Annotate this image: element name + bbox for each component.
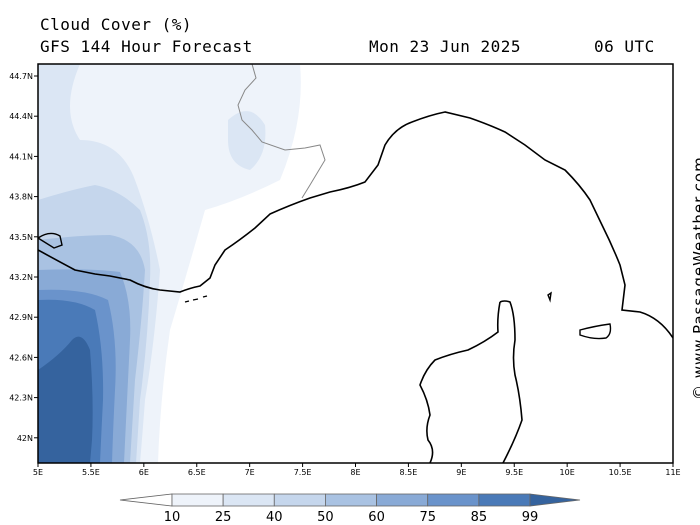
- lat-tick-label: 44.7N: [9, 72, 33, 81]
- colorbar-label: 75: [419, 510, 436, 525]
- cloud-level-25-north: [228, 111, 266, 170]
- hyeres-islands: [184, 295, 208, 303]
- lat-tick-label: 44.4N: [9, 112, 33, 121]
- lon-tick-label: 7.5E: [294, 468, 312, 477]
- colorbar-cell: [222, 493, 275, 507]
- lon-tick-label: 9E: [456, 468, 466, 477]
- colorbar-label: 99: [522, 510, 539, 525]
- cloud-level-99: [38, 336, 93, 463]
- lon-tick-label: 11E: [665, 468, 680, 477]
- lon-tick-label: 5E: [33, 468, 43, 477]
- colorbar-cell: [427, 493, 480, 507]
- lon-tick-label: 7E: [245, 468, 255, 477]
- lon-tick-label: 6.5E: [188, 468, 206, 477]
- latitude-axis: 44.7N 44.4N 44.1N 43.8N 43.5N 43.2N 42.9N 42.6N…: [9, 72, 38, 443]
- colorbar-label: 25: [215, 510, 232, 525]
- map-title: Cloud Cover (%): [40, 15, 192, 34]
- lon-tick-label: 6E: [139, 468, 149, 477]
- colorbar: 10 25 40 50 60 75 85 99: [119, 493, 581, 525]
- calanques-outline: [38, 232, 63, 249]
- lon-tick-label: 10.5E: [609, 468, 632, 477]
- colorbar-cell: [478, 493, 531, 507]
- colorbar-low-arrow: [119, 493, 173, 507]
- forecast-time: 06 UTC: [594, 37, 655, 56]
- corsica-coast: [419, 300, 523, 463]
- lat-tick-label: 42.9N: [9, 313, 33, 322]
- colorbar-label: 10: [164, 510, 181, 525]
- lat-tick-label: 43.2N: [9, 273, 33, 282]
- coastline-france-italy: [38, 111, 673, 339]
- colorbar-label: 85: [471, 510, 488, 525]
- france-italy-border: [237, 64, 326, 199]
- capraia-island: [547, 291, 552, 303]
- lat-tick-label: 42.3N: [9, 394, 33, 403]
- lon-tick-label: 10E: [560, 468, 575, 477]
- lat-tick-label: 44.1N: [9, 152, 33, 161]
- lon-tick-label: 5.5E: [82, 468, 100, 477]
- lon-tick-label: 9.5E: [505, 468, 523, 477]
- colorbar-cell: [171, 493, 224, 507]
- elba-island: [579, 323, 612, 340]
- cloud-cover-field: [38, 64, 673, 463]
- colorbar-cell: [273, 493, 326, 507]
- longitude-axis: 5E 5.5E 6E 6.5E 7E 7.5E 8E 8.5E 9E 9.5E 10E 10.5E 11…: [33, 463, 681, 477]
- forecast-date: Mon 23 Jun 2025: [369, 37, 521, 56]
- colorbar-label: 50: [317, 510, 334, 525]
- lat-tick-label: 43.5N: [9, 233, 33, 242]
- lat-tick-label: 43.8N: [9, 193, 33, 202]
- colorbar-cell: [376, 493, 429, 507]
- colorbar-high-arrow: [529, 493, 581, 507]
- lon-tick-label: 8.5E: [400, 468, 418, 477]
- lat-tick-label: 42.6N: [9, 353, 33, 362]
- colorbar-label: 60: [368, 510, 385, 525]
- forecast-label: GFS 144 Hour Forecast: [40, 37, 253, 56]
- colorbar-label: 40: [266, 510, 283, 525]
- colorbar-cell: [325, 493, 377, 507]
- lon-tick-label: 8E: [350, 468, 360, 477]
- lat-tick-label: 42N: [17, 434, 33, 443]
